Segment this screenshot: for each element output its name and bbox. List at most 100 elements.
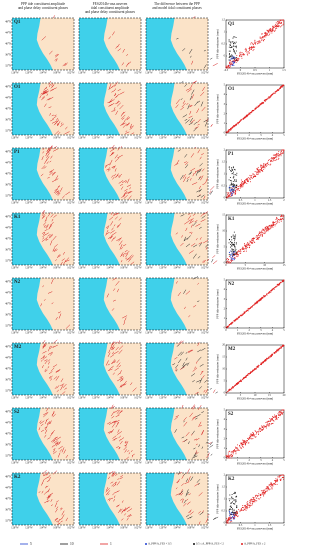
scatter-point: [236, 37, 237, 38]
scatter-point: [282, 345, 283, 346]
scatter-point: [262, 427, 263, 428]
scatter-point: [234, 184, 235, 185]
scatter-point: [239, 446, 240, 447]
scatter-point: [263, 496, 264, 497]
scatter-point: [246, 115, 247, 116]
scatter-point: [248, 113, 249, 114]
scatter-point: [254, 305, 255, 306]
lon-label: 126°W: [145, 527, 153, 530]
scatter-point: [251, 42, 252, 43]
scatter-point: [232, 253, 233, 254]
scatter-point: [243, 442, 244, 443]
lat-label: 32°N: [5, 260, 11, 263]
lon-label: 120°W: [25, 397, 33, 400]
scatter-point: [234, 512, 235, 513]
scatter-point: [236, 46, 237, 47]
y-tick-label: 1: [224, 122, 226, 125]
scatter-point: [237, 384, 238, 385]
scatter-point: [270, 164, 271, 165]
lon-label: 114°W: [106, 137, 114, 140]
scatter-point: [278, 151, 279, 152]
scatter-point: [229, 517, 230, 518]
scatter-point: [252, 243, 253, 244]
scatter-point: [267, 490, 268, 491]
scatter-point: [280, 26, 281, 27]
scatter-point: [246, 179, 247, 180]
scatter-point: [245, 179, 246, 180]
lon-label: 108°W: [120, 397, 128, 400]
scatter-point: [256, 432, 257, 433]
scatter-point: [280, 88, 281, 89]
scatter-point: [234, 246, 235, 247]
lon-label: 120°W: [92, 527, 100, 530]
scatter-point: [252, 173, 253, 174]
scatter-point: [239, 445, 240, 446]
scatter-point: [267, 162, 268, 163]
scatter-point: [267, 423, 268, 424]
scatter-point: [228, 518, 229, 519]
scatter-point: [277, 286, 278, 287]
scatter-point: [235, 187, 236, 188]
y-axis-label: PPP tide estimates (mm): [216, 94, 220, 123]
scatter-point: [230, 505, 231, 506]
scatter-point: [260, 171, 261, 172]
scatter-point: [283, 475, 284, 476]
scatter-point: [235, 43, 236, 44]
map-arrow: [43, 340, 45, 343]
scatter-point: [229, 41, 230, 42]
scatter-point: [273, 223, 274, 224]
lon-label: 126°W: [78, 137, 86, 140]
lon-label: 126°W: [145, 462, 153, 465]
scatter-point: [233, 172, 234, 173]
scatter-point: [228, 455, 229, 456]
scatter-point: [265, 101, 266, 102]
scatter-point: [276, 480, 277, 481]
scatter-point: [283, 215, 284, 216]
scatter-point: [234, 510, 235, 511]
scatter-point: [233, 234, 234, 235]
scatter-point: [231, 184, 232, 185]
scatter-point: [283, 477, 284, 478]
y-tick-label: 2: [224, 112, 226, 115]
scatter-point: [232, 173, 233, 174]
y-tick-label: 1: [224, 173, 226, 176]
scatter-point: [261, 38, 262, 39]
lon-label: 108°W: [53, 527, 61, 530]
lon-label: 114°W: [173, 527, 181, 530]
row-label: Q1: [14, 20, 21, 25]
scatter-point: [265, 33, 266, 34]
scatter-point: [233, 60, 234, 61]
scatter-point: [249, 247, 250, 248]
map-arrow: [210, 191, 212, 195]
scatter-point: [242, 247, 243, 248]
scatter-point: [265, 164, 266, 165]
scatter-point: [268, 97, 269, 98]
scatter-point: [270, 28, 271, 29]
scatter-point: [243, 313, 244, 314]
scatter-point: [253, 46, 254, 47]
scatter-point: [280, 415, 281, 416]
column-header: and phase delay constituent phases: [85, 10, 136, 14]
scatter-point: [277, 476, 278, 477]
lon-label: 114°W: [106, 267, 114, 270]
scatter-label: K1: [228, 217, 235, 222]
lat-label: 36°N: [5, 314, 11, 317]
scatter-label: P1: [228, 152, 234, 157]
scatter-point: [282, 20, 283, 21]
scatter-point: [247, 178, 248, 179]
scatter-point: [254, 174, 255, 175]
scatter-point: [283, 152, 284, 153]
scatter-point: [261, 233, 262, 234]
y-tick-label: 0.5: [222, 185, 226, 188]
scatter-point: [257, 496, 258, 497]
y-tick-label: 0.5: [222, 43, 226, 46]
lon-label: 108°W: [120, 137, 128, 140]
scatter-point: [247, 506, 248, 507]
scatter-point: [240, 121, 241, 122]
lon-label: 114°W: [39, 72, 47, 75]
map-arrow: [213, 261, 217, 264]
scatter-point: [263, 166, 264, 167]
lat-label: 44°N: [5, 162, 11, 165]
scatter-point: [272, 484, 273, 485]
scatter-point: [256, 172, 257, 173]
